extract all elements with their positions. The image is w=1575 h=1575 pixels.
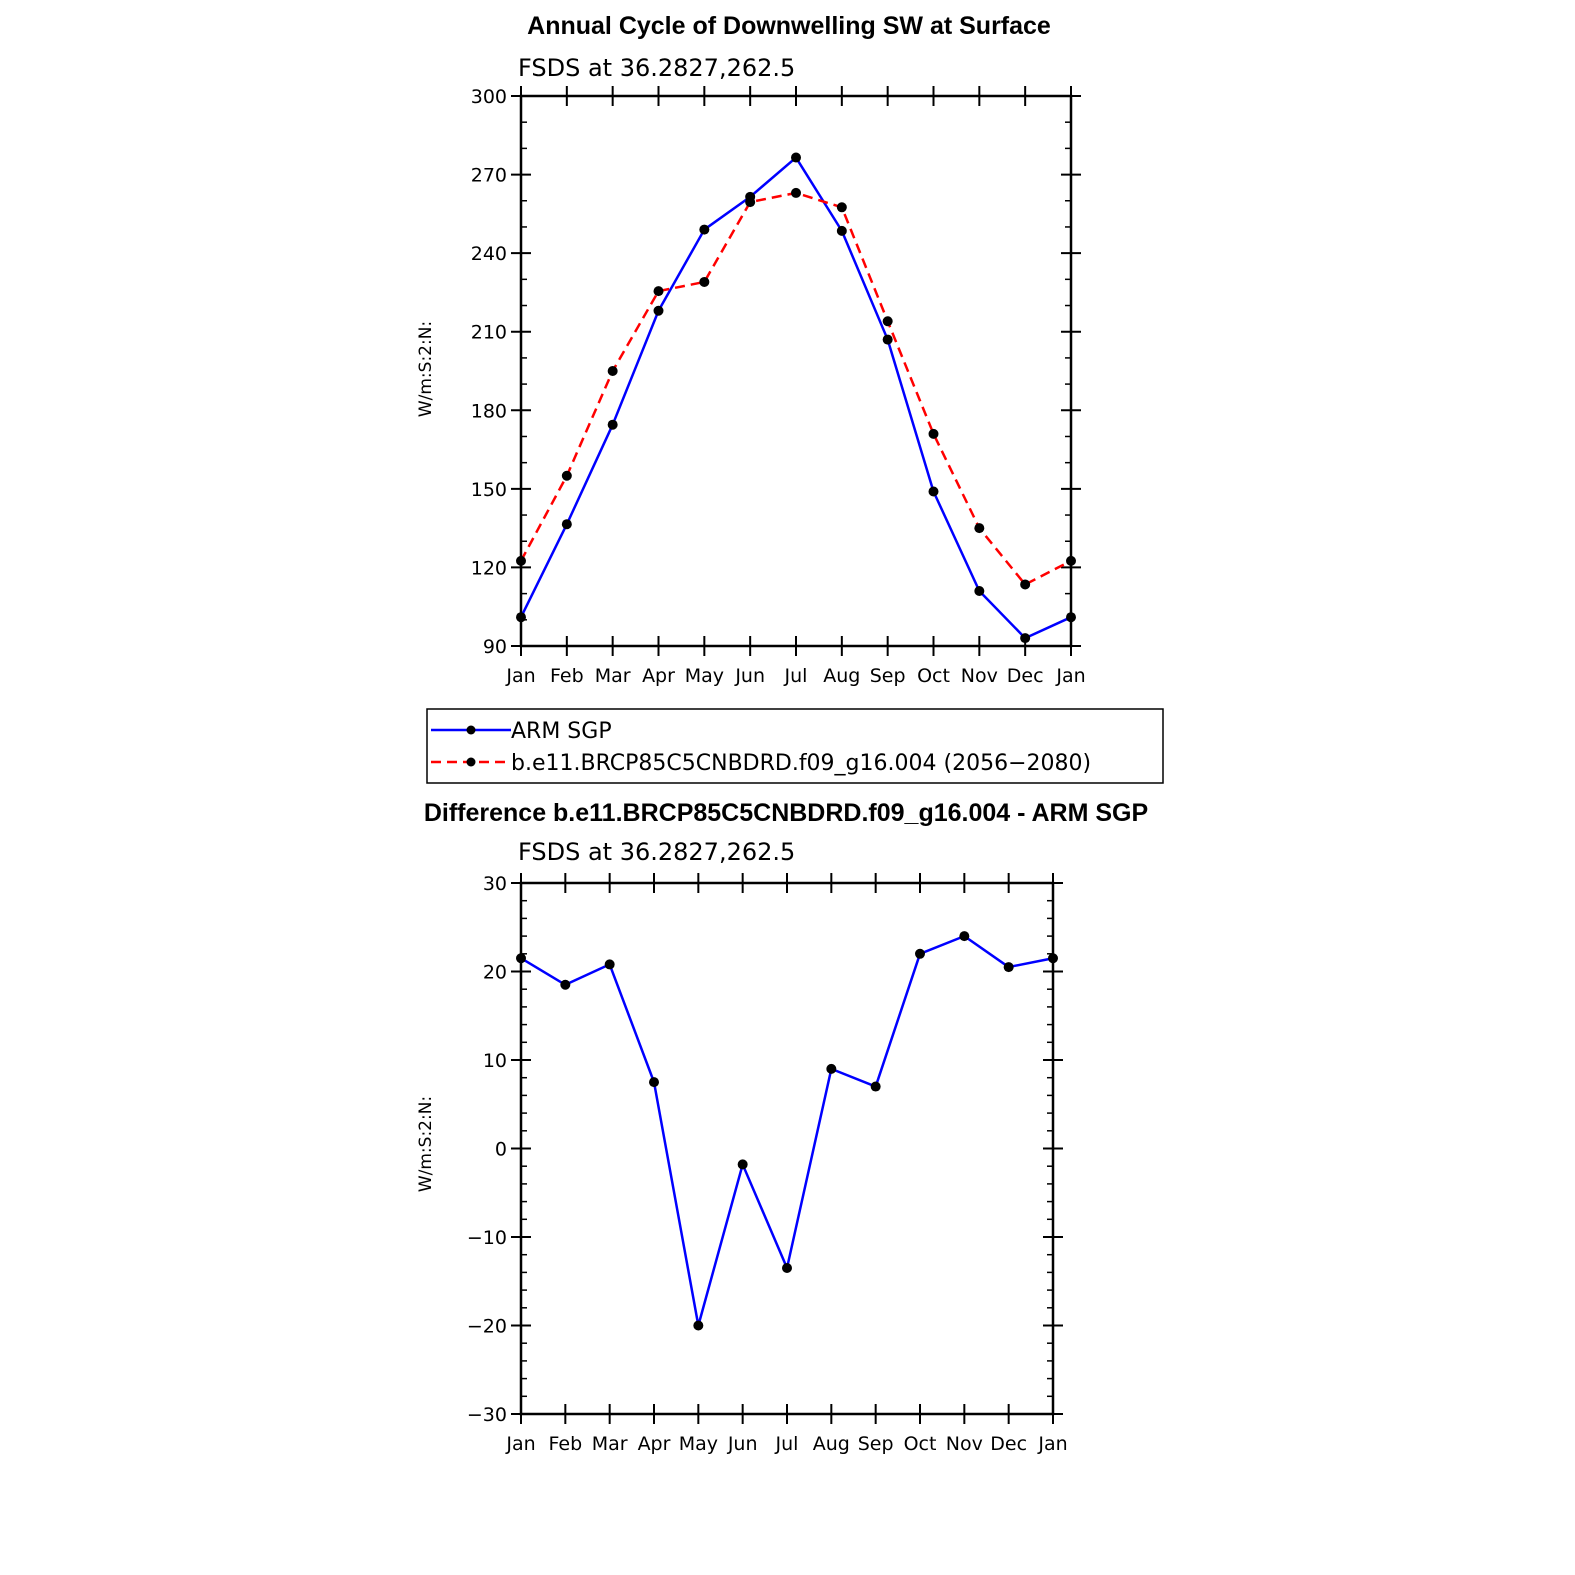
- data-point: [1020, 579, 1031, 590]
- y-tick-label: −10: [467, 1227, 507, 1249]
- x-tick-label: May: [685, 665, 724, 687]
- y-tick-label: 30: [483, 873, 507, 895]
- x-tick-label: Jun: [734, 665, 765, 687]
- x-tick-label: Aug: [823, 665, 860, 687]
- plot-frame: [519, 94, 1073, 648]
- data-point: [974, 586, 985, 596]
- legend-box: [426, 708, 1164, 784]
- data-point: [561, 470, 572, 481]
- y-tick-label: 270: [471, 165, 507, 187]
- data-point: [699, 224, 710, 235]
- data-point: [560, 979, 571, 990]
- data-point: [915, 948, 925, 959]
- y-tick-label: 210: [471, 322, 507, 344]
- data-point: [959, 931, 970, 942]
- chart-title: Annual Cycle of Downwelling SW at Surfac…: [527, 12, 1051, 40]
- data-point: [699, 276, 710, 287]
- x-tick-label: Sep: [858, 1433, 894, 1455]
- data-point: [653, 305, 664, 316]
- x-tick-label: Jul: [775, 1433, 799, 1455]
- data-point: [1048, 953, 1058, 964]
- y-tick-label: 0: [495, 1139, 507, 1161]
- x-tick-label: Mar: [592, 1433, 628, 1455]
- y-tick-label: 300: [471, 86, 507, 108]
- y-tick-label: 150: [471, 479, 507, 501]
- data-point: [1003, 962, 1014, 973]
- x-tick-label: Feb: [550, 665, 584, 687]
- series-line-1: [519, 191, 1072, 586]
- chart-subtitle: FSDS at 36.2827,262.5: [518, 54, 795, 82]
- x-tick-label: Jul: [784, 665, 808, 687]
- data-point: [693, 1320, 704, 1331]
- y-tick-label: 180: [471, 400, 507, 422]
- x-tick-label: Dec: [990, 1433, 1027, 1455]
- x-tick-label: Oct: [904, 1433, 937, 1455]
- legend-label-model: b.e11.BRCP85C5CNBDRD.f09_g16.004 (2056−2…: [511, 751, 1091, 776]
- data-point: [928, 486, 939, 497]
- data-point: [604, 959, 615, 970]
- x-tick-label: May: [679, 1433, 718, 1455]
- y-axis-label: W/m:S:2:N:: [416, 1096, 436, 1192]
- data-point: [516, 612, 526, 623]
- y-tick-label: 20: [483, 962, 507, 984]
- legend: ARM SGP b.e11.BRCP85C5CNBDRD.f09_g16.004…: [426, 708, 1164, 784]
- x-tick-label: Jan: [1055, 665, 1085, 687]
- x-tick-label: Feb: [549, 1433, 583, 1455]
- data-point: [1066, 555, 1076, 566]
- data-point: [607, 419, 618, 430]
- data-point: [870, 1081, 881, 1092]
- data-point: [782, 1262, 792, 1273]
- y-axis-label: W/m:S:2:N:: [416, 321, 436, 417]
- data-point: [791, 187, 801, 198]
- data-point: [607, 366, 618, 376]
- legend-label-arm-sgp: ARM SGP: [511, 719, 612, 744]
- x-tick-label: Aug: [813, 1433, 850, 1455]
- difference-chart: Difference b.e11.BRCP85C5CNBDRD.f09_g16.…: [416, 799, 1148, 1455]
- y-tick-label: 240: [471, 243, 507, 265]
- data-point: [737, 1159, 748, 1170]
- annual-cycle-chart: Annual Cycle of Downwelling SW at Surfac…: [416, 12, 1086, 687]
- y-tick-label: 10: [483, 1050, 507, 1072]
- data-point: [974, 523, 985, 534]
- x-tick-label: Jun: [727, 1433, 758, 1455]
- data-point: [516, 555, 526, 566]
- legend-marker-model: [466, 757, 476, 767]
- data-point: [1066, 612, 1076, 623]
- x-tick-label: Nov: [946, 1433, 983, 1455]
- chart-title: Difference b.e11.BRCP85C5CNBDRD.f09_g16.…: [424, 799, 1148, 827]
- data-point: [882, 334, 893, 345]
- data-point: [928, 428, 939, 439]
- data-point: [653, 286, 664, 297]
- x-tick-label: Mar: [595, 665, 631, 687]
- chart-subtitle: FSDS at 36.2827,262.5: [518, 838, 795, 866]
- y-tick-label: 120: [471, 557, 507, 579]
- x-tick-label: Apr: [638, 1433, 671, 1455]
- y-tick-label: −30: [467, 1404, 507, 1426]
- data-point: [882, 316, 893, 327]
- data-point: [826, 1063, 837, 1074]
- data-point: [561, 519, 572, 530]
- y-tick-label: 90: [483, 636, 507, 658]
- x-tick-label: Jan: [1037, 1433, 1067, 1455]
- x-tick-label: Oct: [917, 665, 950, 687]
- legend-marker-arm-sgp: [466, 725, 476, 735]
- x-tick-label: Sep: [870, 665, 906, 687]
- data-point: [1020, 633, 1031, 644]
- y-tick-label: −20: [467, 1316, 507, 1338]
- data-point: [836, 202, 847, 213]
- data-point: [836, 225, 847, 236]
- data-point: [745, 197, 756, 208]
- x-tick-label: Jan: [505, 1433, 535, 1455]
- series-line-0: [519, 156, 1072, 640]
- data-point: [791, 152, 801, 163]
- x-tick-label: Jan: [505, 665, 535, 687]
- plot-frame: [519, 881, 1055, 1416]
- x-tick-label: Nov: [961, 665, 998, 687]
- data-point: [649, 1077, 659, 1088]
- data-point: [516, 953, 526, 964]
- x-tick-label: Apr: [642, 665, 675, 687]
- x-tick-label: Dec: [1007, 665, 1044, 687]
